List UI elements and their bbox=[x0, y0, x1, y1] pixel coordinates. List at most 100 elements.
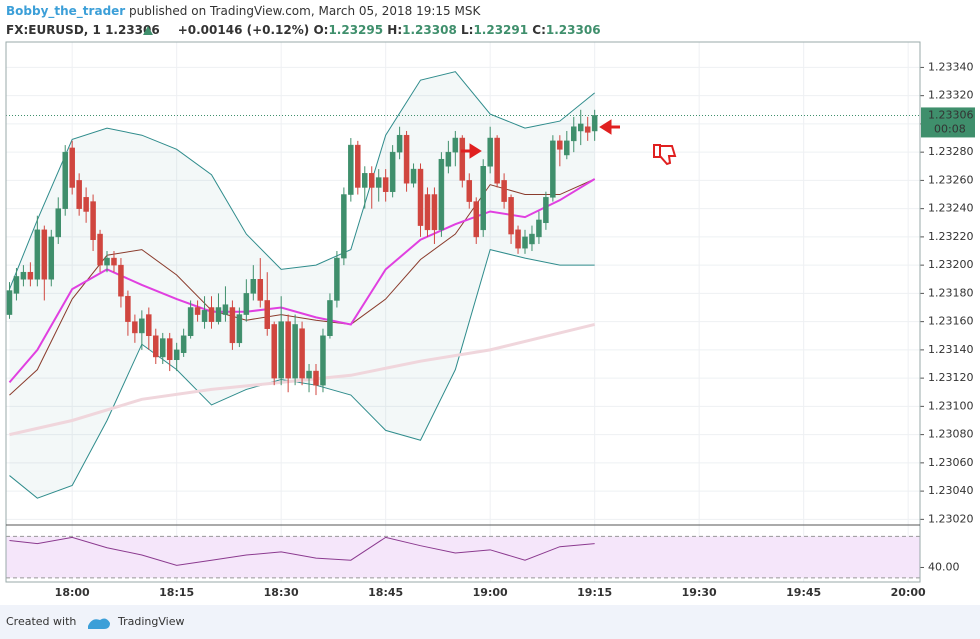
y-tick-label: 1.23140 bbox=[928, 343, 974, 356]
published: published on TradingView.com, March 05, … bbox=[129, 4, 481, 18]
candle-body bbox=[292, 324, 298, 379]
y-tick-label: 1.23280 bbox=[928, 145, 974, 158]
candle-body bbox=[48, 236, 55, 280]
candle-body bbox=[6, 290, 13, 315]
candle-body bbox=[180, 335, 187, 353]
arrow-right bbox=[461, 143, 482, 159]
candle-body bbox=[90, 201, 96, 240]
y-tick-label: 1.23260 bbox=[928, 173, 974, 186]
candle-body bbox=[264, 300, 270, 329]
y-tick-label: 40.00 bbox=[928, 560, 960, 573]
y-tick-label: 1.23060 bbox=[928, 456, 974, 469]
candle-body bbox=[577, 123, 584, 132]
rsi-line bbox=[9, 536, 595, 566]
ohlc-h: H: bbox=[387, 23, 402, 37]
candle-body bbox=[41, 229, 48, 280]
candle-body bbox=[550, 140, 556, 198]
frame bbox=[5, 41, 921, 583]
candle-body bbox=[591, 115, 598, 132]
candle-body bbox=[27, 271, 34, 280]
x-tick-label: 19:00 bbox=[473, 586, 508, 599]
author[interactable]: Bobby_the_trader bbox=[6, 4, 125, 19]
candle-body bbox=[13, 276, 20, 294]
x-tick-label: 19:45 bbox=[786, 586, 821, 599]
brand[interactable]: TradingView bbox=[117, 615, 184, 628]
symbol-line: FX:EURUSD, 1 1.23306 +0.00146 (+0.12%) O:… bbox=[6, 23, 601, 37]
x-tick-label: 19:15 bbox=[577, 586, 612, 599]
candle-body bbox=[396, 134, 403, 153]
rsi-band bbox=[6, 536, 920, 578]
candle-body bbox=[529, 233, 535, 245]
plot-area: 18:00 18:15 18:30 18:45 19:00 19:15 19:30 19:45… bbox=[6, 42, 975, 599]
indicator-line bbox=[9, 249, 595, 499]
candle-body bbox=[153, 335, 159, 358]
y-tick-label: 1.23180 bbox=[928, 286, 974, 299]
candle-body bbox=[139, 318, 145, 334]
ohlc-h-v: 1.23308 bbox=[402, 23, 457, 37]
candle-body bbox=[571, 126, 577, 142]
x-tick-label: 18:00 bbox=[55, 586, 90, 599]
candle-body bbox=[76, 180, 82, 209]
x-tick-label: 18:45 bbox=[368, 586, 403, 599]
candle-body bbox=[222, 304, 229, 315]
y-tick-label: 1.23080 bbox=[928, 428, 974, 441]
candle-body bbox=[173, 349, 180, 361]
ohlc-c-v: 1.23306 bbox=[546, 23, 601, 37]
last-price-box bbox=[921, 107, 975, 138]
candle-body bbox=[146, 314, 152, 337]
candle-body bbox=[348, 144, 354, 195]
candle-body bbox=[208, 307, 215, 322]
candle-body bbox=[431, 194, 438, 231]
x-tick-label: 20:00 bbox=[891, 586, 926, 599]
candle-body bbox=[368, 173, 375, 188]
candle-body bbox=[306, 370, 312, 379]
x-tick-label: 19:30 bbox=[682, 586, 717, 599]
band-fill bbox=[9, 71, 595, 499]
symbol: FX:EURUSD, 1 bbox=[6, 23, 101, 37]
candle-body bbox=[459, 137, 466, 181]
candle-body bbox=[543, 197, 549, 224]
candle-body bbox=[271, 324, 277, 379]
candle-body bbox=[215, 307, 222, 322]
candle-body bbox=[250, 279, 257, 294]
ohlc-o-v: 1.23295 bbox=[328, 23, 383, 37]
y-tick-label: 1.23100 bbox=[928, 399, 974, 412]
y-tick-label: 1.23200 bbox=[928, 258, 974, 271]
candle-body bbox=[83, 197, 89, 212]
candle-body bbox=[55, 208, 61, 238]
candle-body bbox=[522, 236, 528, 249]
candle-body bbox=[438, 158, 445, 231]
candle-body bbox=[557, 140, 563, 150]
candle-body bbox=[278, 321, 284, 379]
candle-body bbox=[341, 194, 347, 259]
candle-body bbox=[104, 257, 110, 266]
candle-body bbox=[327, 300, 333, 337]
candle-body bbox=[313, 370, 319, 386]
candle-body bbox=[487, 137, 493, 167]
candle-body bbox=[403, 134, 410, 184]
candle-body bbox=[159, 338, 166, 358]
ohlc-c: C: bbox=[532, 23, 546, 37]
y-tick-label: 1.23040 bbox=[928, 484, 974, 497]
ohlc-l-v: 1.23291 bbox=[473, 23, 528, 37]
y-tick-label: 1.23340 bbox=[928, 60, 974, 73]
candle-body bbox=[466, 180, 473, 202]
candle-body bbox=[334, 257, 340, 301]
candle-body bbox=[515, 229, 521, 249]
candle-body bbox=[375, 177, 382, 188]
candle-body bbox=[494, 137, 500, 184]
header-line: Bobby_the_trader published on TradingVie… bbox=[6, 4, 481, 19]
footer-bg bbox=[0, 605, 980, 639]
last-price-label: 1.23306 bbox=[928, 108, 974, 121]
created-with: Created with bbox=[6, 615, 76, 628]
y-tick-label: 1.23320 bbox=[928, 89, 974, 102]
candle-body bbox=[417, 168, 424, 226]
y-tick-label: 1.23220 bbox=[928, 230, 974, 243]
candle-body bbox=[355, 144, 361, 188]
x-tick-label: 18:15 bbox=[159, 586, 194, 599]
candle-body bbox=[424, 194, 431, 231]
candle-body bbox=[125, 295, 131, 322]
candle-body bbox=[452, 137, 459, 153]
x-tick-label: 18:30 bbox=[264, 586, 299, 599]
candle-body bbox=[201, 310, 208, 322]
